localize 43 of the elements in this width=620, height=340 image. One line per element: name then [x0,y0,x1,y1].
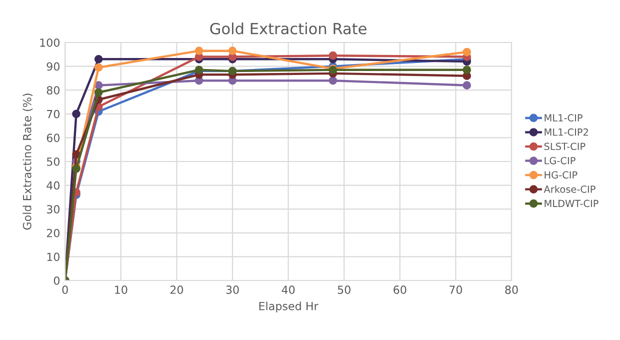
point [328,51,338,60]
point [194,46,204,55]
x-tick-label: 0 [62,286,68,294]
y-tick-label: 10 [47,252,60,262]
legend-label: SLST-CIP [544,142,586,150]
y-tick-label: 50 [46,157,60,166]
x-tick-label: 10 [115,286,128,294]
point [462,66,472,74]
y-tick-label: 0 [54,276,60,285]
point [462,48,472,56]
legend-label: ML1-CIP2 [544,128,588,136]
x-tick-label: 30 [226,286,239,294]
point [94,63,103,72]
legend-label: Arkose-CIP [544,185,596,193]
legend-label: LG-CIP [544,156,576,164]
x-tick-label: 20 [170,286,184,294]
y-tick-label: 40 [46,181,60,190]
x-tick-label: 50 [338,286,350,294]
y-tick-label: 30 [46,205,60,214]
x-tick-label: 40 [282,286,295,294]
legend-label: HG-CIP [544,171,578,179]
point [72,164,80,173]
y-tick-label: 60 [46,134,60,142]
x-tick-label: 60 [394,286,406,294]
point [462,81,472,90]
y-tick-label: 80 [46,86,60,94]
legend-label: MLDWT-CIP [544,200,598,208]
y-axis-title: Gold Extractino Rate (%) [22,94,33,230]
y-tick-label: 90 [46,62,60,71]
point [94,88,103,97]
point [228,46,237,55]
point [72,110,80,118]
x-tick-label: 70 [450,286,462,294]
y-tick-label: 100 [40,38,60,47]
x-tick-label: 80 [505,286,518,294]
point [94,54,103,64]
chart-title: Gold Extraction Rate [210,22,366,34]
point [328,76,338,85]
x-axis-title: Elapsed Hr [259,302,318,312]
point [72,150,80,159]
y-tick-label: 20 [46,228,60,238]
y-tick-label: 70 [47,110,60,118]
legend-label: ML1-CIP [544,114,582,122]
